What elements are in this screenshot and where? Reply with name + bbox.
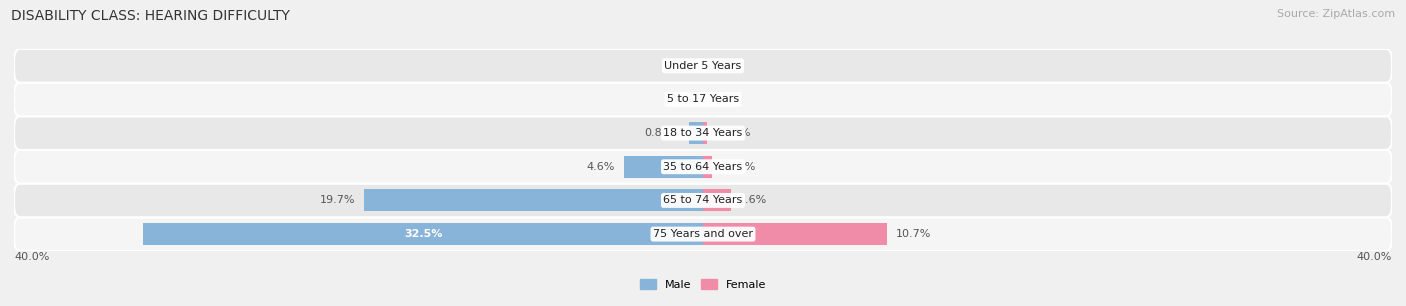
Text: 0.52%: 0.52% <box>720 162 756 172</box>
Text: 0.84%: 0.84% <box>644 128 681 138</box>
Bar <box>703 156 711 178</box>
Text: Under 5 Years: Under 5 Years <box>665 61 741 71</box>
Text: 5 to 17 Years: 5 to 17 Years <box>666 95 740 104</box>
Legend: Male, Female: Male, Female <box>640 279 766 290</box>
Text: 19.7%: 19.7% <box>319 196 356 205</box>
Bar <box>703 189 731 211</box>
Text: 75 Years and over: 75 Years and over <box>652 229 754 239</box>
Text: 0.0%: 0.0% <box>711 95 740 104</box>
Text: 0.0%: 0.0% <box>666 61 695 71</box>
FancyBboxPatch shape <box>14 150 1392 184</box>
Bar <box>689 122 703 144</box>
Bar <box>624 156 703 178</box>
Text: 32.5%: 32.5% <box>404 229 443 239</box>
Text: DISABILITY CLASS: HEARING DIFFICULTY: DISABILITY CLASS: HEARING DIFFICULTY <box>11 9 290 23</box>
Text: 0.0%: 0.0% <box>666 95 695 104</box>
Bar <box>143 223 703 245</box>
Text: 40.0%: 40.0% <box>1357 252 1392 262</box>
FancyBboxPatch shape <box>14 83 1392 116</box>
Text: 1.6%: 1.6% <box>740 196 768 205</box>
Text: 18 to 34 Years: 18 to 34 Years <box>664 128 742 138</box>
FancyBboxPatch shape <box>14 49 1392 83</box>
Text: 0.0%: 0.0% <box>711 61 740 71</box>
Text: 4.6%: 4.6% <box>586 162 616 172</box>
Bar <box>364 189 703 211</box>
FancyBboxPatch shape <box>14 217 1392 251</box>
Bar <box>703 223 887 245</box>
Text: 0.22%: 0.22% <box>716 128 751 138</box>
Bar <box>703 122 707 144</box>
FancyBboxPatch shape <box>14 184 1392 217</box>
Text: 40.0%: 40.0% <box>14 252 49 262</box>
Text: 65 to 74 Years: 65 to 74 Years <box>664 196 742 205</box>
Text: 10.7%: 10.7% <box>896 229 931 239</box>
Text: 35 to 64 Years: 35 to 64 Years <box>664 162 742 172</box>
Text: Source: ZipAtlas.com: Source: ZipAtlas.com <box>1277 9 1395 19</box>
FancyBboxPatch shape <box>14 116 1392 150</box>
